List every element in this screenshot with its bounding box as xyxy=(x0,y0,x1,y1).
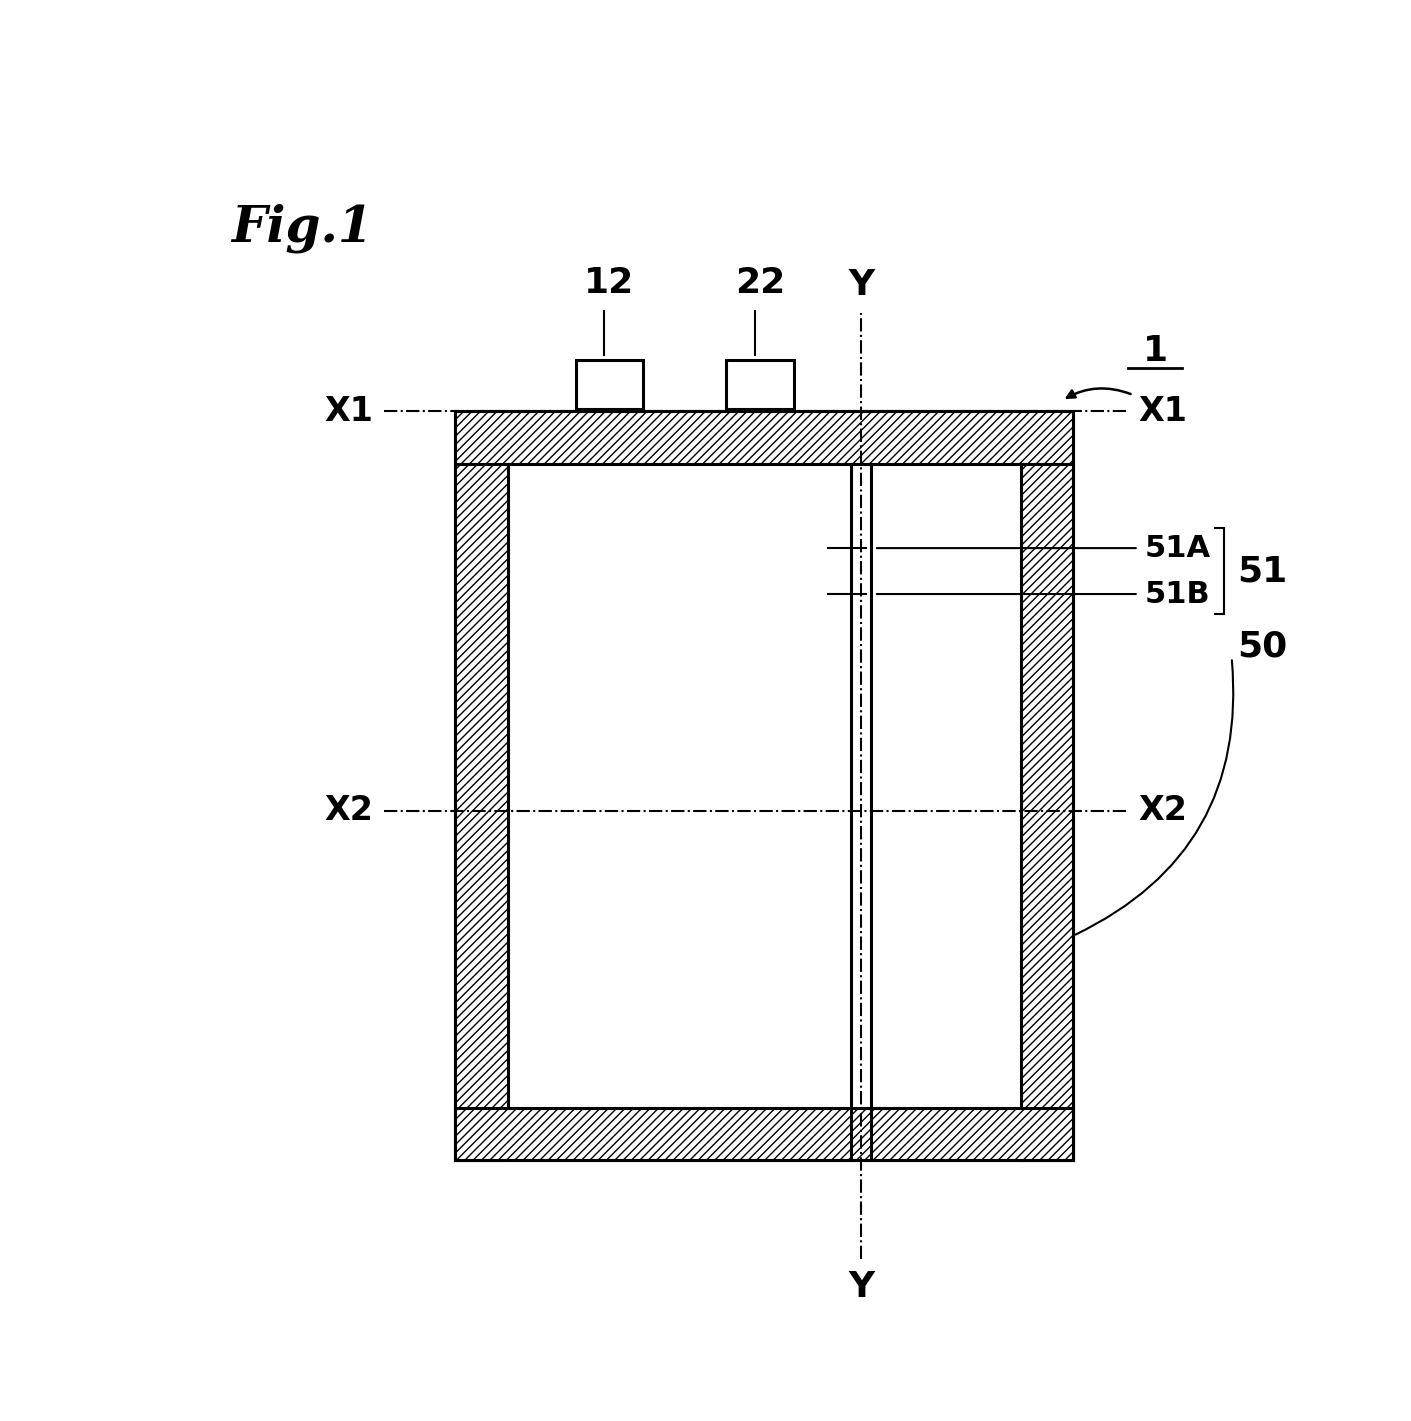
Text: X2: X2 xyxy=(1139,794,1188,827)
Text: 51B: 51B xyxy=(1144,580,1209,608)
Bar xyxy=(456,412,1074,1161)
Text: 12: 12 xyxy=(584,267,635,300)
Text: X1: X1 xyxy=(325,395,374,428)
Text: Y: Y xyxy=(848,269,873,303)
Text: X1: X1 xyxy=(1139,395,1188,428)
Text: 1: 1 xyxy=(1143,334,1168,368)
Text: 22: 22 xyxy=(735,267,786,300)
Text: Fig.1: Fig.1 xyxy=(231,203,373,253)
Bar xyxy=(727,360,794,409)
Text: Y: Y xyxy=(848,1270,873,1304)
Text: X2: X2 xyxy=(325,794,374,827)
Text: 51A: 51A xyxy=(1144,534,1211,563)
Text: 50: 50 xyxy=(1237,630,1287,664)
Bar xyxy=(456,463,508,1161)
Text: 51: 51 xyxy=(1237,554,1287,588)
Bar xyxy=(456,412,1074,463)
Bar xyxy=(508,463,1020,1108)
Bar xyxy=(576,360,643,409)
Bar xyxy=(1020,463,1072,1161)
Bar xyxy=(456,1108,1074,1161)
Bar xyxy=(508,463,1020,1108)
